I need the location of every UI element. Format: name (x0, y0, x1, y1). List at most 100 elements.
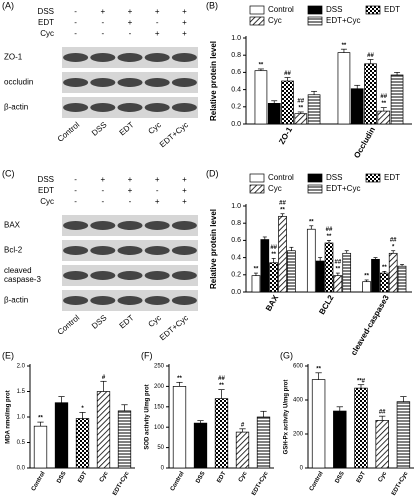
blot-band (117, 78, 143, 87)
significance-label: ** (177, 376, 182, 382)
y-tick-label: 0.4 (231, 86, 241, 93)
treatment-sign: + (182, 18, 187, 27)
bar (96, 391, 111, 469)
bar (342, 252, 352, 293)
significance-label: ## (335, 260, 342, 266)
x-tick-label: EDT (77, 470, 88, 484)
panel-label: (A) (2, 0, 14, 10)
bar (364, 63, 377, 125)
significance-label: * (392, 244, 395, 250)
x-tick-label: Cyc (238, 470, 249, 483)
significance-label: ## (284, 71, 291, 77)
bar (251, 275, 261, 293)
lane-label: EDT (118, 313, 136, 330)
band-label: caspase-3 (4, 275, 41, 284)
bar (294, 113, 308, 125)
bar (278, 215, 287, 293)
significance-label: ** (259, 63, 264, 69)
x-tick-label: EDT+Cyc (391, 470, 410, 497)
treatment-sign: - (74, 197, 77, 206)
y-tick-label: 0.2 (231, 104, 241, 111)
y-tick-label: 50 (157, 445, 164, 451)
bar (350, 88, 364, 125)
significance-label: **# (357, 378, 366, 384)
bar (306, 228, 316, 293)
lane-label: EDT (118, 120, 136, 137)
treatment-sign: - (74, 186, 77, 195)
bar (214, 398, 229, 469)
blot-band (171, 246, 197, 255)
legend-label: EDT+Cyc (326, 16, 360, 25)
treatment-sign: + (100, 7, 105, 16)
significance-label: ** (280, 207, 285, 213)
blot-band (171, 296, 197, 305)
bar (256, 416, 271, 469)
significance-label: # (241, 422, 245, 428)
bar (75, 418, 90, 469)
lane-label: Cyc (146, 313, 162, 329)
treatment-sign: + (128, 186, 133, 195)
treatment-sign: + (182, 186, 187, 195)
treatment-label: EDT (38, 18, 54, 27)
blot-band (144, 271, 170, 280)
treatment-sign: + (155, 7, 160, 16)
blot-band (90, 221, 116, 230)
x-tick-label: EDT+Cyc (112, 470, 131, 497)
treatment-label: DSS (38, 7, 54, 16)
blot-band (117, 103, 143, 112)
panel-label: (C) (2, 168, 15, 178)
legend-label: EDT (384, 173, 400, 182)
bar (117, 410, 132, 469)
treatment-sign: - (156, 18, 159, 27)
bar (33, 425, 48, 469)
blot-band (144, 296, 170, 305)
treatment-sign: + (128, 7, 133, 16)
panel-label: (F) (141, 350, 153, 360)
significance-label: ** (336, 267, 341, 273)
treatment-sign: - (101, 29, 104, 38)
blot-band (171, 78, 197, 87)
treatment-label: Cyc (40, 29, 54, 38)
treatment-sign: - (101, 197, 104, 206)
treatment-sign: - (101, 18, 104, 27)
y-tick-label: 100 (154, 425, 165, 431)
treatment-sign: + (182, 29, 187, 38)
y-axis-label: SOD activity U/mg prot (145, 384, 151, 449)
significance-label: ** (327, 234, 332, 240)
y-tick-label: 600 (293, 364, 304, 370)
x-tick-label: Control (309, 471, 325, 493)
treatment-label: Cyc (40, 197, 54, 206)
blot-band (117, 246, 143, 255)
legend-swatch (249, 16, 265, 26)
significance-label: * (81, 406, 84, 412)
x-tick-label: ZO-1 (277, 125, 294, 146)
treatment-sign: + (100, 175, 105, 184)
significance-label: ** (254, 267, 259, 273)
panel-label: (D) (206, 168, 219, 178)
bar (267, 103, 281, 125)
treatment-sign: - (74, 18, 77, 27)
y-tick-label: 0.0 (17, 466, 26, 472)
significance-label: ## (380, 94, 387, 100)
treatment-sign: + (182, 197, 187, 206)
band-label: occludin (4, 78, 33, 87)
treatment-sign: - (74, 7, 77, 16)
lane-label: DSS (90, 120, 108, 137)
treatment-sign: - (129, 197, 132, 206)
blot-band (63, 271, 89, 280)
legend-label: DSS (326, 173, 342, 182)
band-label: Bcl-2 (4, 246, 23, 255)
blot-band (63, 246, 89, 255)
blot-band (171, 103, 197, 112)
blot-band (90, 271, 116, 280)
legend-label: DSS (326, 5, 342, 14)
bar (337, 52, 351, 125)
significance-label: ** (309, 219, 314, 225)
blot-band (90, 53, 116, 62)
blot-band (90, 78, 116, 87)
treatment-sign: + (182, 175, 187, 184)
y-axis-label: GSH-Px activity U/mg prot (284, 380, 290, 455)
bar (54, 402, 69, 469)
significance-label: ** (342, 43, 347, 49)
